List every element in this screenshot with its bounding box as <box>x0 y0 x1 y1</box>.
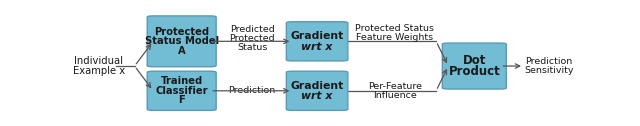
Text: Predicted: Predicted <box>230 25 275 34</box>
Text: Dot: Dot <box>463 54 486 67</box>
Text: Product: Product <box>449 65 500 78</box>
Text: wrt x: wrt x <box>301 42 333 52</box>
Text: Status Model: Status Model <box>145 36 219 46</box>
Text: Prediction: Prediction <box>228 86 276 95</box>
Text: Protected: Protected <box>229 34 275 43</box>
Text: A: A <box>178 46 186 56</box>
Text: Gradient: Gradient <box>291 81 344 91</box>
Text: Per-Feature: Per-Feature <box>368 82 422 91</box>
FancyBboxPatch shape <box>286 71 348 110</box>
Text: Individual: Individual <box>74 56 124 66</box>
Text: Protected: Protected <box>154 27 209 37</box>
Text: Status: Status <box>237 43 268 52</box>
Text: wrt x: wrt x <box>301 91 333 101</box>
Text: Example x: Example x <box>73 66 125 76</box>
FancyBboxPatch shape <box>442 43 506 89</box>
Text: Trained: Trained <box>161 76 203 86</box>
Text: F: F <box>179 95 185 105</box>
FancyBboxPatch shape <box>147 71 216 110</box>
Text: Prediction: Prediction <box>525 57 572 66</box>
Text: Protected Status: Protected Status <box>355 24 435 33</box>
Text: Feature Weights: Feature Weights <box>356 33 433 42</box>
Text: Gradient: Gradient <box>291 31 344 41</box>
FancyBboxPatch shape <box>147 16 216 67</box>
Text: Influence: Influence <box>373 91 417 100</box>
Text: Sensitivity: Sensitivity <box>524 66 573 75</box>
FancyBboxPatch shape <box>286 22 348 61</box>
Text: Classifier: Classifier <box>156 86 208 96</box>
